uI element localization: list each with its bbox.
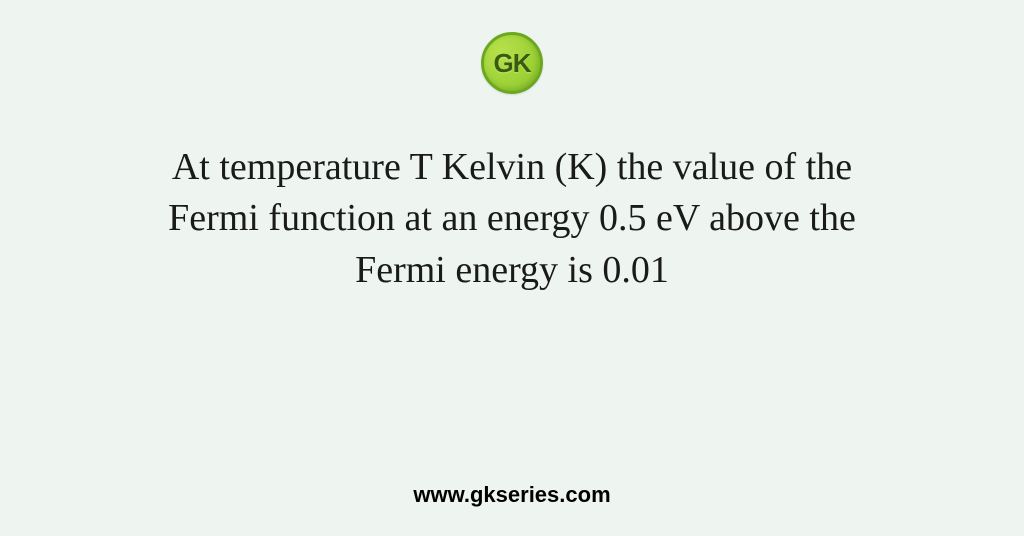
question-text: At temperature T Kelvin (K) the value of… bbox=[152, 142, 872, 296]
footer-url: www.gkseries.com bbox=[0, 482, 1024, 508]
logo-text: GK bbox=[494, 48, 531, 79]
logo-badge: GK bbox=[481, 32, 543, 94]
